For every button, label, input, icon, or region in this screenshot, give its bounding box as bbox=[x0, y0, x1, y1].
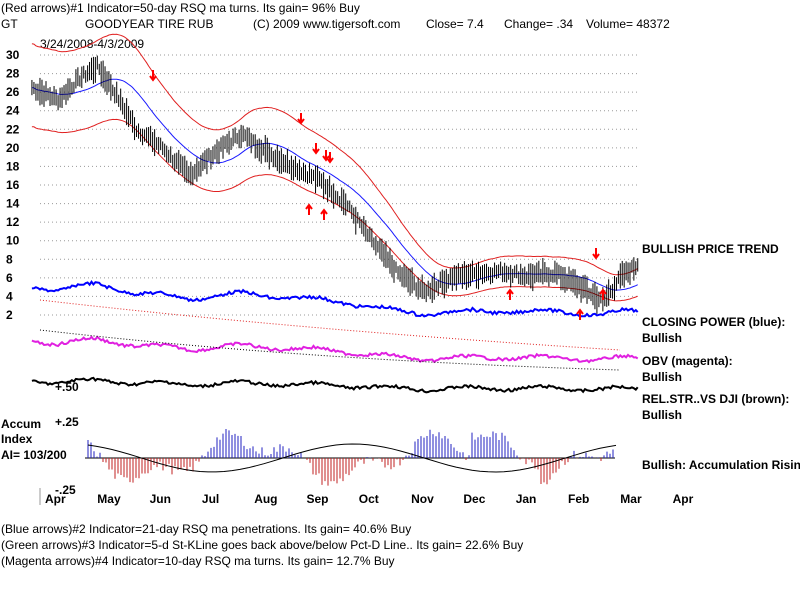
closing-power-line bbox=[31, 280, 639, 318]
closing-power-value: Bullish bbox=[642, 331, 683, 345]
accum-ma-line bbox=[87, 443, 617, 473]
y-tick-label: 20 bbox=[6, 141, 20, 155]
buy-arrow-head bbox=[506, 288, 514, 295]
x-tick-label: Jul bbox=[202, 492, 219, 506]
buy-arrow-head bbox=[305, 203, 313, 210]
cp-ma-line bbox=[39, 299, 621, 351]
x-tick-label: Mar bbox=[620, 492, 642, 506]
accum-lower-label: -.25 bbox=[55, 483, 76, 497]
x-tick-label: Aug bbox=[254, 492, 277, 506]
footer-line1: (Blue arrows)#2 Indicator=21-day RSQ ma … bbox=[1, 522, 412, 536]
y-tick-label: 4 bbox=[6, 289, 13, 303]
x-tick-label: May bbox=[97, 492, 121, 506]
x-tick-label: Dec bbox=[463, 492, 485, 506]
accum-status: Bullish: Accumulation Rising bbox=[642, 458, 800, 472]
sell-arrow-head bbox=[592, 253, 600, 260]
sell-arrow-head bbox=[312, 148, 320, 155]
obv-value: Bullish bbox=[642, 370, 683, 384]
y-tick-label: 22 bbox=[6, 122, 20, 136]
accum-title: Accum bbox=[1, 417, 42, 431]
obv-ma-line bbox=[39, 329, 621, 371]
y-tick-label: 10 bbox=[6, 234, 20, 248]
obv-label: OBV (magenta): bbox=[642, 354, 733, 368]
buy-arrow-head bbox=[599, 288, 607, 295]
company-name: GOODYEAR TIRE RUB bbox=[85, 17, 214, 31]
change-value: Change= .34 bbox=[504, 17, 574, 31]
x-tick-label: Nov bbox=[411, 492, 434, 506]
x-tick-label: Oct bbox=[359, 492, 379, 506]
lower-band-line bbox=[31, 118, 638, 302]
copyright: (C) 2009 www.tigersoft.com bbox=[253, 17, 401, 31]
x-tick-label: Apr bbox=[45, 492, 66, 506]
sell-arrow-head bbox=[322, 155, 330, 162]
x-tick-label: Apr bbox=[673, 492, 694, 506]
header-line1: (Red arrows)#1 Indicator=50-day RSQ ma t… bbox=[1, 1, 360, 15]
rel-strength-label: REL.STR..VS DJI (brown): bbox=[642, 392, 790, 406]
y-tick-label: 6 bbox=[6, 271, 13, 285]
obv-line bbox=[31, 335, 639, 364]
y-tick-label: 30 bbox=[6, 48, 20, 62]
y-tick-label: 2 bbox=[6, 308, 13, 322]
y-tick-label: 28 bbox=[6, 67, 20, 81]
sell-arrow-head bbox=[149, 75, 157, 82]
y-tick-label: 26 bbox=[6, 85, 20, 99]
rel-strength-line bbox=[31, 376, 639, 394]
close-value: Close= 7.4 bbox=[426, 17, 484, 31]
footer-line2: (Green arrows)#3 Indicator=5-d St-KLine … bbox=[1, 538, 524, 552]
volume-value: Volume= 48372 bbox=[586, 17, 670, 31]
accum-mid-label: +.25 bbox=[55, 415, 79, 429]
x-tick-label: Jun bbox=[150, 492, 171, 506]
sell-arrow-head bbox=[326, 157, 334, 164]
y-tick-label: 24 bbox=[6, 104, 20, 118]
accum-ai: AI= 103/200 bbox=[1, 448, 67, 462]
x-tick-label: Feb bbox=[568, 492, 589, 506]
rel-strength-value: Bullish bbox=[642, 408, 683, 422]
x-tick-label: Sep bbox=[307, 492, 329, 506]
y-tick-label: 12 bbox=[6, 215, 20, 229]
symbol-label: GT bbox=[1, 17, 18, 31]
upper-band-line bbox=[31, 33, 638, 276]
y-tick-label: 8 bbox=[6, 252, 13, 266]
footer-line3: (Magenta arrows)#4 Indicator=10-day RSQ … bbox=[1, 554, 395, 568]
accum-upper-label: +.50 bbox=[55, 380, 79, 394]
accum-subtitle: Index bbox=[1, 432, 33, 446]
buy-arrow-head bbox=[320, 208, 328, 215]
y-tick-label: 14 bbox=[6, 197, 20, 211]
trend-label: BULLISH PRICE TREND bbox=[642, 242, 779, 256]
closing-power-label: CLOSING POWER (blue): bbox=[642, 315, 786, 329]
y-tick-label: 16 bbox=[6, 178, 20, 192]
moving-average-line bbox=[31, 78, 638, 291]
x-tick-label: Jan bbox=[516, 492, 537, 506]
buy-arrow-head bbox=[576, 308, 584, 315]
y-tick-label: 18 bbox=[6, 159, 20, 173]
sell-arrow-head bbox=[297, 118, 305, 125]
